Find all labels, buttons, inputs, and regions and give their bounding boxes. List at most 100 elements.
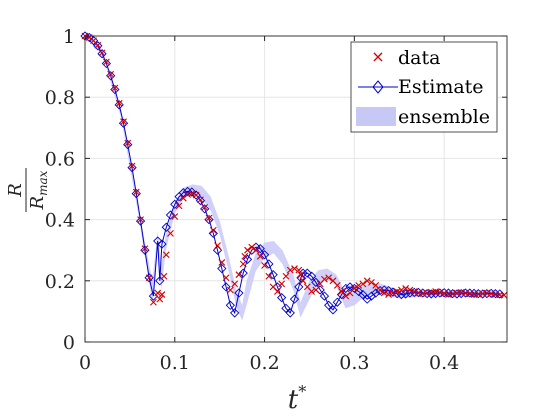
data-point	[342, 292, 350, 300]
estimate-point	[178, 188, 188, 198]
estimate-point	[165, 210, 176, 220]
data-point	[167, 229, 174, 237]
data-point	[128, 162, 136, 170]
data-point	[295, 266, 303, 274]
estimate-point	[294, 282, 304, 292]
y-tick-label: 0	[63, 332, 75, 354]
x-tick-label: 0.2	[249, 352, 279, 374]
estimate-point	[195, 195, 206, 206]
data-point	[156, 295, 164, 303]
data-point	[406, 286, 414, 294]
tick-labels: 0 0.1 0.2 0.3 0.4 0 0.2 0.4 0.6 0.8 1	[45, 26, 459, 374]
data-point	[376, 286, 384, 294]
data-point	[201, 203, 209, 211]
estimate-point	[157, 239, 167, 249]
data-point	[410, 288, 418, 295]
estimate-point	[285, 308, 295, 318]
data-point	[350, 285, 358, 292]
estimate-point	[358, 289, 368, 300]
data-point	[171, 213, 179, 220]
x-tick-label: 0.1	[160, 352, 190, 374]
estimate-point	[336, 289, 347, 300]
data-point	[380, 289, 388, 297]
data-point	[368, 278, 375, 286]
data-point	[355, 282, 363, 289]
data-point	[333, 282, 341, 289]
legend-marker-x: ×	[371, 47, 384, 66]
estimate-point	[153, 236, 163, 246]
estimate-point	[106, 71, 116, 81]
data-point	[389, 289, 397, 297]
data-point	[120, 118, 127, 126]
data-point	[107, 70, 115, 78]
estimate-point	[375, 285, 385, 296]
estimate-point	[234, 288, 244, 298]
data-point	[214, 242, 221, 249]
y-tick-label: 0.4	[45, 210, 75, 232]
data-point	[274, 288, 281, 295]
data-point	[256, 252, 264, 260]
data-point	[150, 298, 157, 306]
estimate-point	[306, 271, 317, 281]
data-point	[312, 286, 320, 294]
legend-entry-data: × data	[371, 47, 440, 69]
y-axis-label-den-sub: max	[36, 170, 50, 196]
estimate-point	[127, 162, 137, 173]
estimate-point	[200, 204, 210, 214]
y-axis-label-denominator: Rmax	[27, 170, 50, 210]
estimate-point	[144, 273, 154, 283]
estimate-point	[324, 300, 334, 310]
data-point	[132, 188, 140, 196]
data-point	[124, 139, 132, 147]
data-point	[385, 291, 392, 298]
data-point	[197, 196, 204, 204]
estimate-point	[242, 254, 253, 265]
data-point	[278, 280, 286, 288]
estimate-point	[123, 139, 133, 150]
data-point	[231, 280, 239, 288]
x-axis-label-sup: *	[298, 382, 306, 401]
data-point	[321, 275, 328, 283]
estimate-point	[405, 288, 415, 298]
x-axis-label: t*	[288, 382, 306, 415]
legend: × data Estimate ensemble	[350, 41, 498, 133]
axes	[84, 35, 508, 343]
estimate-point	[110, 84, 120, 95]
estimate-point	[400, 289, 411, 299]
data-point	[188, 190, 196, 197]
legend-label-estimate: Estimate	[398, 76, 484, 98]
estimate-point	[319, 291, 330, 301]
data-point	[282, 272, 290, 280]
estimate-point	[204, 214, 214, 225]
data-point	[175, 202, 183, 210]
data-point	[299, 277, 307, 285]
estimate-point	[268, 270, 278, 280]
estimate-point	[118, 118, 129, 128]
data-point	[286, 266, 294, 274]
axes-box	[84, 35, 508, 343]
data-point	[402, 285, 410, 292]
data-point	[248, 243, 256, 251]
legend-entry-ensemble: ensemble	[356, 106, 490, 128]
y-tick-label: 0.2	[45, 271, 75, 293]
y-tick-label: 1	[63, 26, 75, 48]
series-layer	[80, 31, 508, 318]
data-point	[291, 265, 298, 272]
data-point	[359, 280, 367, 288]
data-point	[226, 286, 234, 294]
estimate-point	[276, 292, 287, 303]
data-point	[209, 226, 217, 234]
data-point	[436, 289, 444, 296]
estimate-point	[332, 297, 342, 307]
data-point	[154, 289, 162, 297]
estimate-point	[230, 308, 240, 318]
x-tick-label: 0.4	[429, 352, 459, 374]
data-point	[137, 216, 144, 223]
data-point	[98, 49, 106, 57]
data-point	[261, 262, 268, 269]
data-point	[160, 272, 168, 280]
estimate-point	[161, 222, 171, 232]
estimate-point	[456, 289, 466, 299]
data-point	[297, 271, 305, 279]
